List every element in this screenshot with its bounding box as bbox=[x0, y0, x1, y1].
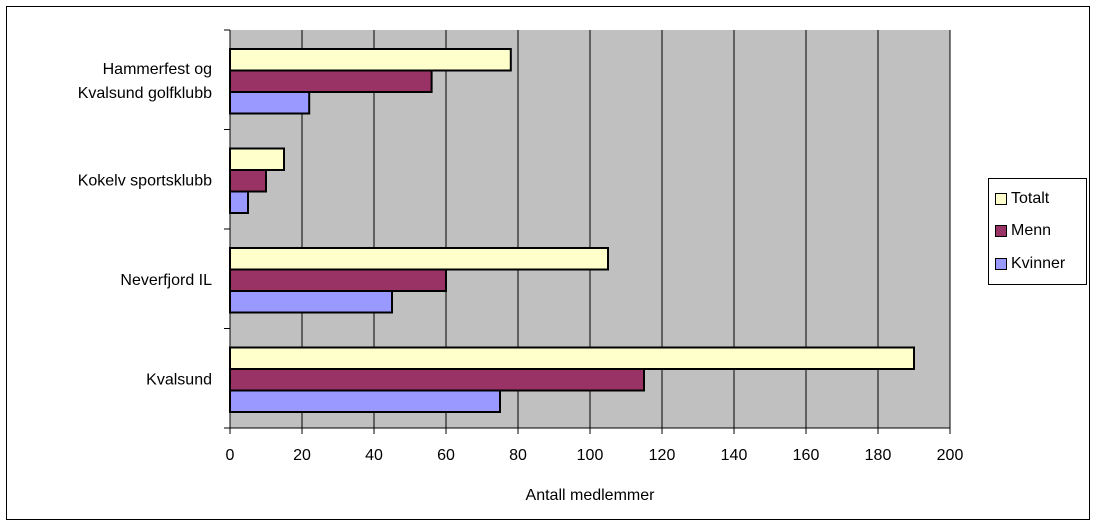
legend-label-menn: Menn bbox=[1011, 222, 1052, 239]
bar-0-1 bbox=[229, 147, 285, 171]
category-labels: Hammerfest og Kvalsund golfklubb Kokelv sp… bbox=[78, 61, 212, 389]
bar-2-3 bbox=[229, 389, 501, 413]
category-label-1: Kokelv sportsklubb bbox=[78, 172, 212, 189]
category-label-0: Hammerfest og bbox=[103, 61, 212, 78]
legend: Totalt Menn Kvinner bbox=[988, 178, 1087, 285]
bar-2-1 bbox=[229, 190, 249, 214]
bar-1-3 bbox=[229, 368, 645, 392]
legend-swatch-menn bbox=[995, 225, 1007, 237]
legend-swatch-kvinner bbox=[995, 258, 1007, 270]
axes bbox=[224, 29, 951, 434]
x-tick-label-100: 100 bbox=[577, 447, 604, 464]
legend-item-kvinner: Kvinner bbox=[995, 252, 1065, 276]
x-tick-label-40: 40 bbox=[365, 447, 383, 464]
x-tick-label-160: 160 bbox=[793, 447, 820, 464]
bar-2-0 bbox=[229, 91, 311, 115]
x-tick-label-20: 20 bbox=[293, 447, 311, 464]
bar-0-0 bbox=[229, 48, 512, 72]
legend-item-menn: Menn bbox=[995, 219, 1051, 243]
x-tick-label-180: 180 bbox=[865, 447, 892, 464]
bar-0-3 bbox=[229, 346, 915, 370]
legend-swatch-totalt bbox=[995, 193, 1007, 205]
category-label-3: Kvalsund bbox=[146, 371, 212, 388]
bar-2-2 bbox=[229, 290, 393, 314]
x-tick-labels: 0 20 40 60 80 100 120 140 160 180 200 bbox=[226, 447, 964, 464]
x-tick-label-120: 120 bbox=[649, 447, 676, 464]
category-label-0: Kvalsund golfklubb bbox=[78, 85, 212, 102]
bar-1-2 bbox=[229, 268, 447, 292]
x-tick-label-0: 0 bbox=[226, 447, 235, 464]
bar-0-2 bbox=[229, 247, 609, 271]
legend-label-totalt: Totalt bbox=[1011, 190, 1050, 207]
legend-item-totalt: Totalt bbox=[995, 187, 1049, 211]
bars bbox=[229, 48, 915, 413]
legend-label-kvinner: Kvinner bbox=[1011, 255, 1066, 272]
x-tick-label-200: 200 bbox=[937, 447, 964, 464]
x-tick-label-60: 60 bbox=[437, 447, 455, 464]
category-label-2: Neverfjord IL bbox=[120, 272, 212, 289]
bar-1-0 bbox=[229, 69, 433, 93]
x-tick-label-140: 140 bbox=[721, 447, 748, 464]
x-axis-title: Antall medlemmer bbox=[526, 487, 656, 504]
bar-1-1 bbox=[229, 169, 267, 193]
x-tick-label-80: 80 bbox=[509, 447, 527, 464]
